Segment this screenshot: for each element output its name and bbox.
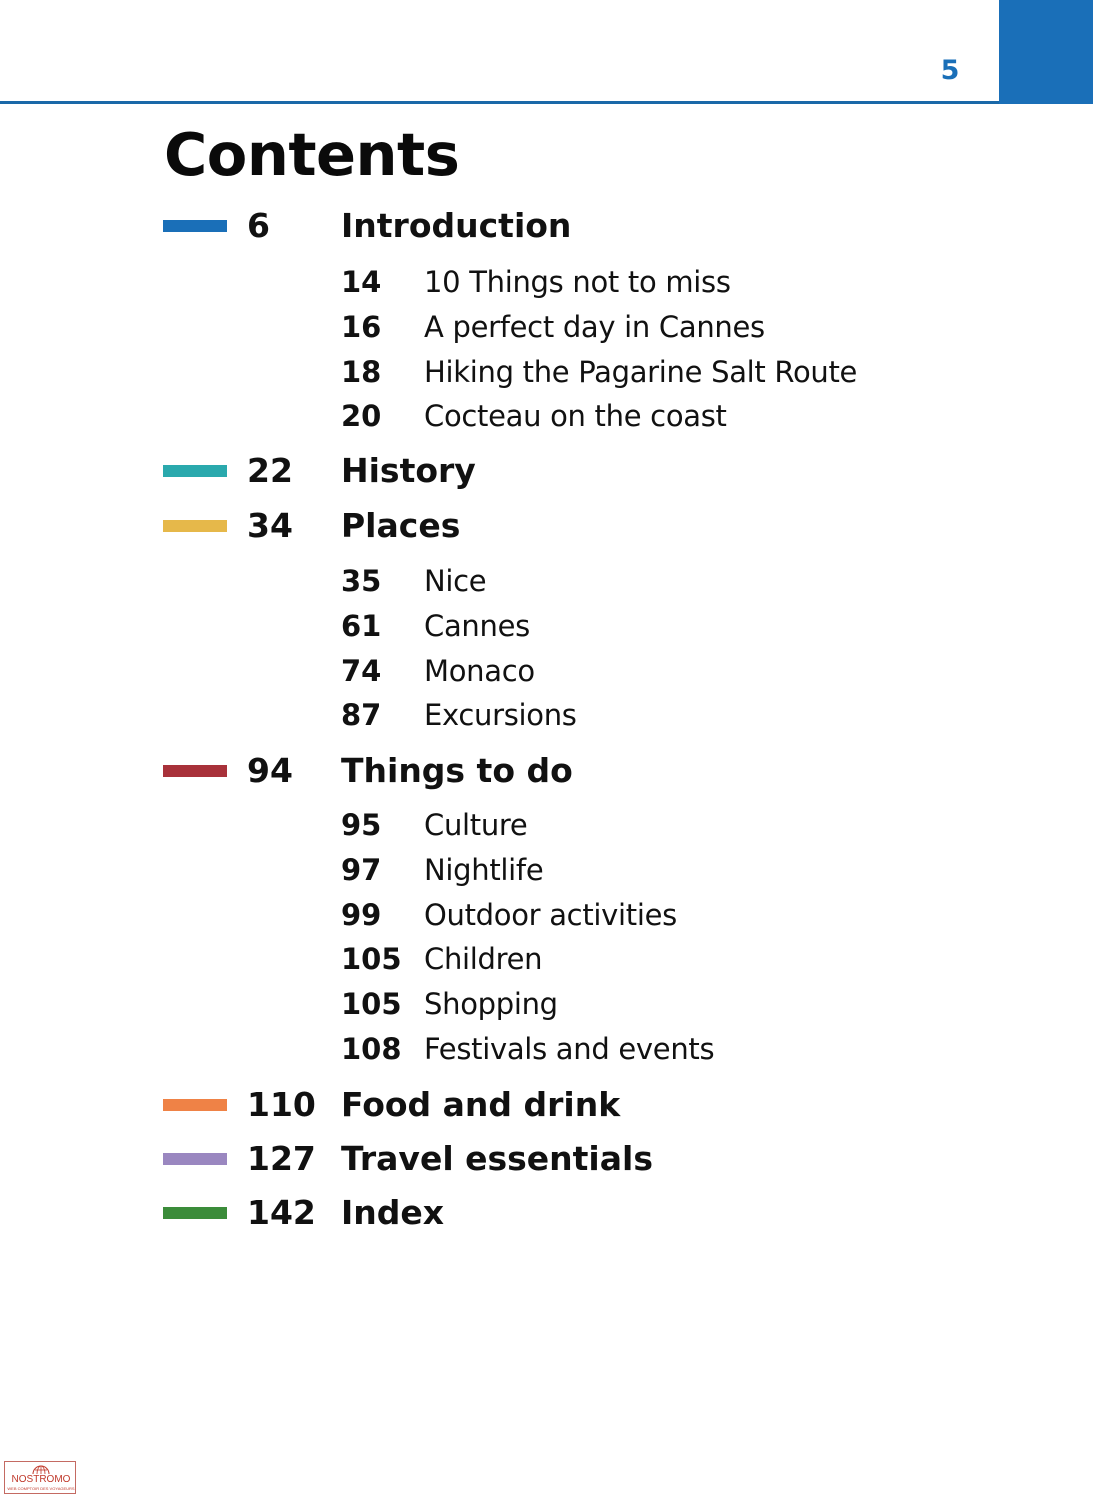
section-color-bar [163,465,227,477]
section-title: Places [341,506,461,545]
section-page-number: 34 [247,506,293,545]
toc-entry[interactable]: 16 A perfect day in Cannes [0,307,1000,347]
entry-page-number: 61 [341,608,382,643]
entry-page-number: 108 [341,1032,402,1066]
toc-section[interactable]: 34 Places [0,505,1000,550]
section-color-bar [163,1207,227,1219]
toc-section[interactable]: 127 Travel essentials [0,1138,1000,1183]
toc-section[interactable]: 94 Things to do [0,750,1000,795]
section-page-number: 94 [247,751,293,790]
entry-page-number: 87 [341,698,382,733]
toc-section[interactable]: 142 Index [0,1192,1000,1237]
toc-section[interactable]: 22 History [0,450,1000,495]
entry-title: Outdoor activities [424,897,677,932]
toc-entry[interactable]: 18 Hiking the Pagarine Salt Route [0,352,1000,392]
section-title: Index [341,1193,445,1232]
entry-title: 10 Things not to miss [424,265,731,299]
toc-entry[interactable]: 99 Outdoor activities [0,895,1000,935]
entry-page-number: 105 [341,942,402,977]
entry-page-number: 99 [341,897,382,932]
entry-page-number: 16 [341,309,382,344]
entry-page-number: 105 [341,987,402,1022]
entry-title: Hiking the Pagarine Salt Route [424,354,858,389]
toc-entry[interactable]: 35 Nice [0,561,1000,601]
watermark-name: NOSTROMO [11,1474,71,1485]
entry-title: Shopping [424,987,558,1022]
section-page-number: 22 [247,451,293,490]
entry-page-number: 20 [341,399,382,434]
entry-title: Monaco [424,653,535,688]
header-rule [0,101,1000,104]
section-title: Travel essentials [341,1139,653,1178]
toc-entry[interactable]: 87 Excursions [0,695,1000,735]
toc-section[interactable]: 110 Food and drink [0,1084,1000,1129]
section-color-bar [163,1153,227,1165]
toc-entry[interactable]: 20 Cocteau on the coast [0,396,1000,436]
toc-entry[interactable]: 74 Monaco [0,651,1000,691]
section-title: Food and drink [341,1085,621,1124]
corner-tab [999,0,1093,104]
section-title: History [341,451,476,490]
entry-title: Nightlife [424,852,544,887]
section-page-number: 142 [247,1193,316,1232]
entry-page-number: 74 [341,653,382,688]
watermark-tagline: WEB COMPTOIR DES VOYAGEURS [7,1486,75,1491]
entry-title: Excursions [424,698,577,733]
toc-entry[interactable]: 105 Shopping [0,984,1000,1024]
entry-title: Nice [424,564,487,598]
page-title: Contents [164,120,460,189]
entry-page-number: 18 [341,354,382,389]
entry-page-number: 14 [341,265,382,299]
section-title: Things to do [341,751,573,790]
watermark-logo: NOSTROMO WEB COMPTOIR DES VOYAGEURS [4,1461,76,1494]
entry-title: Cocteau on the coast [424,399,727,434]
entry-title: Cannes [424,608,530,643]
section-page-number: 6 [247,206,270,245]
toc-entry[interactable]: 95 Culture [0,805,1000,845]
section-title: Introduction [341,206,572,245]
entry-title: Children [424,942,543,977]
toc-entry[interactable]: 97 Nightlife [0,850,1000,890]
page-number: 5 [940,55,960,86]
entry-title: Culture [424,808,528,842]
entry-title: Festivals and events [424,1032,715,1066]
toc-entry[interactable]: 61 Cannes [0,606,1000,646]
toc-entry[interactable]: 108 Festivals and events [0,1029,1000,1069]
globe-icon [32,1465,50,1474]
section-color-bar [163,765,227,777]
section-color-bar [163,220,227,232]
toc-entry[interactable]: 14 10 Things not to miss [0,262,1000,302]
toc-section[interactable]: 6 Introduction [0,205,1000,250]
section-color-bar [163,520,227,532]
entry-page-number: 95 [341,808,382,842]
toc-entry[interactable]: 105 Children [0,939,1000,979]
section-page-number: 110 [247,1085,316,1124]
entry-page-number: 97 [341,852,382,887]
entry-title: A perfect day in Cannes [424,309,765,344]
entry-page-number: 35 [341,564,382,598]
section-page-number: 127 [247,1139,316,1178]
section-color-bar [163,1099,227,1111]
